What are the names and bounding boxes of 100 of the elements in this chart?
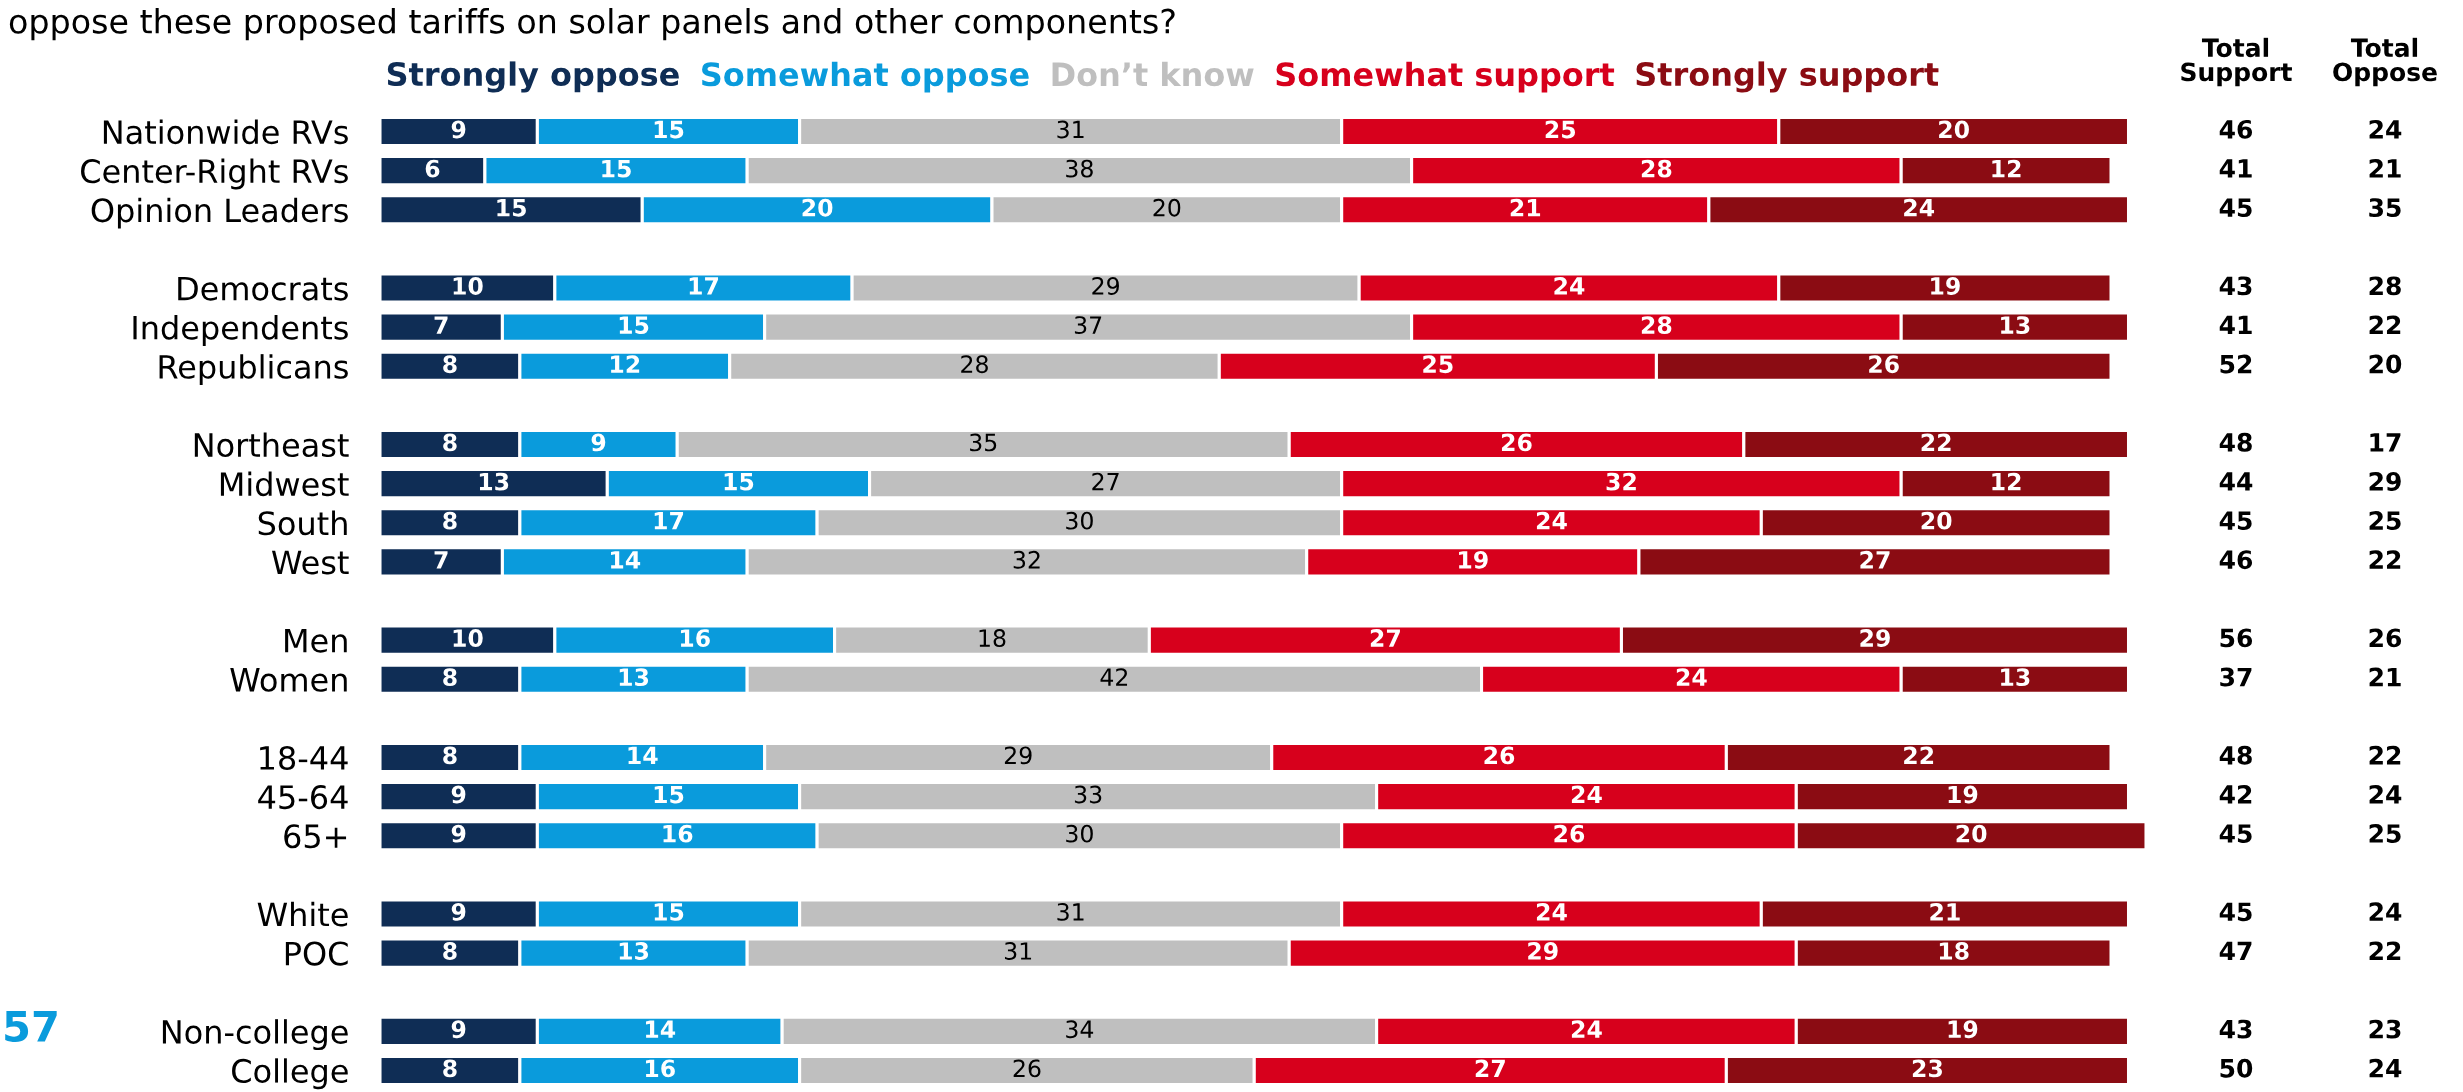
data-label: 12 [611,355,640,373]
text: 45 [2219,902,2252,922]
text: 45 [2219,824,2252,843]
data-label: 42 [1100,668,1128,686]
y-tick-label: 45-64 [258,785,348,810]
data-label: 8 [443,1059,457,1078]
data-label: 10 [453,629,483,647]
data-label: 7 [434,551,448,569]
data-label: 34 [1066,1020,1094,1039]
text: 41 [2219,315,2252,335]
data-label: 20 [802,198,833,217]
data-label: 19 [1931,277,1960,295]
data-label: 8 [443,433,457,452]
y-tick-label: Northeast [194,432,349,458]
data-label: 9 [451,1020,466,1039]
text: 28 [2369,276,2401,296]
data-label: 8 [443,668,457,687]
data-label: 29 [1004,746,1032,765]
data-label: 8 [443,355,457,374]
y-tick-label: Opinion Leaders [91,197,348,229]
data-label: 9 [451,785,466,804]
text: 24 [2369,1058,2402,1078]
y-tick-label: Center-Right RVs [81,158,348,190]
data-label: 17 [689,277,719,295]
data-label: 14 [628,746,658,764]
text: 47 [2219,941,2252,960]
text: 23 [2369,1019,2401,1039]
data-label: 16 [663,824,693,843]
data-label: 13 [2001,316,2030,335]
text: 56 [2220,628,2253,648]
data-label: 31 [1004,942,1032,960]
data-label: 13 [479,472,509,491]
text: 24 [2369,119,2402,139]
data-label: 15 [654,903,684,921]
text: 22 [2369,745,2401,765]
chart-title: oppose these proposed tariffs on solar panels and other components? [9,8,1175,41]
text: Total Oppose [2333,37,2437,87]
data-label: 29 [1092,277,1119,295]
text: 22 [2369,550,2401,569]
text: 24 [2369,902,2402,921]
y-tick-label: 18-44 [260,745,348,771]
series-label: Don’t know [1052,61,1254,87]
data-label: 35 [970,433,997,452]
text: 25 [2369,824,2401,843]
text: 52 [2220,354,2252,374]
data-label: 21 [1510,198,1541,217]
text: 48 [2219,432,2252,452]
data-label: 22 [1921,433,1951,452]
data-label: 12 [1992,472,2021,491]
series-label: Strongly support [1636,61,1939,93]
data-label: 19 [1948,1020,1978,1039]
data-label: 32 [1013,550,1040,569]
data-label: 15 [602,159,631,178]
text: 35 [2369,198,2401,218]
data-label: 24 [1571,1020,1602,1038]
data-label: 21 [1930,902,1960,921]
data-label: 30 [1066,511,1093,530]
data-label: 30 [1066,824,1093,843]
data-label: 26 [1484,746,1515,765]
data-label: 29 [1860,629,1890,647]
data-label: 25 [1545,120,1576,139]
y-tick-label: Nationwide RVs [103,119,348,145]
data-label: 24 [1904,198,1935,217]
data-label: 9 [451,902,466,921]
text: 43 [2219,1019,2252,1039]
text: 37 [2220,667,2252,687]
series-label: Somewhat support [1276,61,1615,93]
data-label: 20 [1153,198,1181,217]
data-label: 19 [1459,550,1488,569]
data-label: 15 [497,199,526,217]
data-label: 13 [619,668,649,687]
data-label: 7 [434,316,448,334]
data-label: 33 [1074,785,1102,804]
text: Total Support [2181,37,2292,87]
text: 24 [2369,784,2402,804]
data-label: 23 [1912,1059,1942,1078]
series-label: Strongly oppose [387,61,679,93]
data-label: 9 [451,824,466,843]
y-tick-label: Republicans [159,354,348,386]
y-tick-label: 65+ [284,824,347,849]
data-label: 14 [646,1020,676,1038]
data-label: 16 [680,629,710,647]
data-label: 12 [1992,159,2021,178]
data-label: 18 [979,629,1006,647]
data-label: 13 [619,942,649,960]
data-label: 10 [453,277,483,295]
data-label: 18 [1939,942,1969,960]
text: 45 [2219,198,2252,218]
text: 43 [2219,276,2252,296]
y-tick-label: Non-college [162,1019,348,1051]
data-label: 19 [1948,785,1978,804]
data-label: 17 [654,512,684,530]
data-label: 24 [1536,511,1567,530]
data-label: 38 [1066,159,1093,178]
data-label: 14 [611,551,641,569]
data-label: 15 [654,120,684,139]
data-label: 37 [1074,316,1102,335]
data-label: 29 [1528,942,1558,960]
data-label: 20 [1956,824,1987,843]
data-label: 22 [1904,746,1934,764]
